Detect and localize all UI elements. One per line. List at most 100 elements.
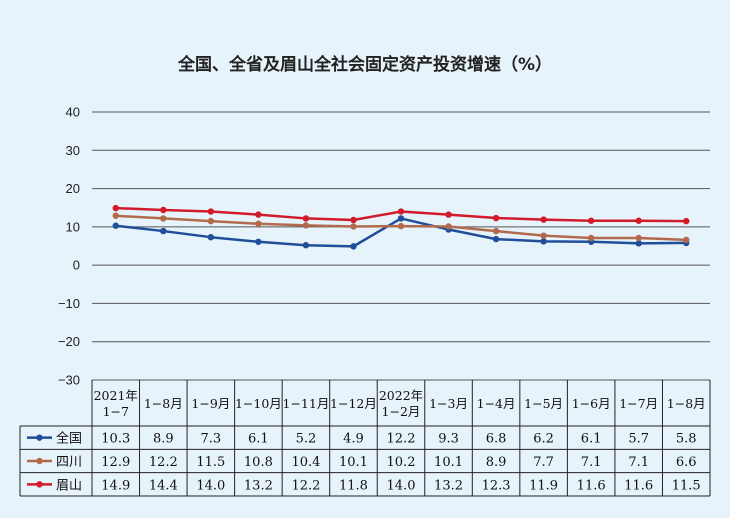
data-point [207,233,215,241]
data-point [492,227,500,235]
y-tick-label: −30 [58,373,80,388]
table-value: 11.6 [577,478,606,493]
data-point [540,216,547,223]
table-value: 5.8 [676,432,697,447]
data-point [160,215,167,222]
table-value: 11.5 [196,455,225,470]
data-point [683,217,690,225]
data-point [160,227,167,235]
table-value: 8.9 [486,455,507,470]
data-point [683,236,690,244]
y-tick-label: 10 [66,219,80,234]
data-point [302,215,310,222]
table-value: 9.3 [438,432,459,447]
table-value: 10.2 [387,455,416,470]
table-value: 6.2 [533,432,554,447]
data-point [112,222,119,229]
table-value: 7.7 [533,455,554,470]
table-value: 10.8 [244,455,273,470]
table-value: 7.1 [581,455,602,470]
table-value: 11.5 [672,478,701,493]
y-tick-label: 40 [66,105,80,120]
x-category-label: 1−10月 [235,396,282,411]
data-point [255,220,262,227]
legend-marker [36,457,43,465]
data-point [160,206,167,214]
table-value: 12.3 [482,478,511,493]
x-category-label: 1−3月 [429,396,468,411]
table-value: 5.2 [296,432,317,447]
table-value: 14.4 [149,478,178,493]
data-point [540,232,547,239]
table-value: 4.9 [343,432,364,447]
data-point [587,234,595,242]
table-value: 10.4 [291,455,320,470]
y-tick-label: −10 [58,296,80,311]
chart-title: 全国、全省及眉山全社会固定资产投资增速（%） [177,55,553,75]
y-tick-label: −20 [58,334,80,349]
x-category-label: 1−12月 [330,396,377,411]
data-point [587,217,595,224]
x-category-label: 1−5月 [524,396,563,411]
data-point [445,223,452,230]
table-value: 10.1 [339,455,368,470]
legend-marker [36,481,43,488]
x-category-label: 1−7月 [619,396,658,411]
table-value: 11.9 [529,478,558,493]
table-value: 11.8 [339,478,368,493]
data-point [350,243,357,250]
table-value: 13.2 [434,478,463,493]
table-value: 6.8 [486,432,507,447]
data-point [635,234,642,242]
table-value: 14.0 [196,478,225,493]
data-point [635,217,642,224]
table-value: 8.9 [153,432,174,447]
table-value: 6.6 [676,455,697,470]
table-value: 5.7 [628,432,649,447]
series-line [115,217,687,248]
table-value: 12.2 [291,478,320,493]
x-category-label: 1−9月 [191,396,230,411]
table-value: 6.1 [248,432,269,447]
x-category-label: 2021年 1−7 [94,388,138,419]
legend-label: 四川 [56,455,82,470]
data-point [397,208,405,215]
data-point [397,222,405,230]
x-category-label: 1−8月 [144,396,183,411]
x-category-label: 1−11月 [283,396,330,411]
data-point [255,211,262,218]
data-point [112,204,119,212]
data-point [492,235,500,243]
data-point [302,222,310,229]
table-value: 7.3 [201,432,222,447]
data-point [445,211,452,218]
table-value: 12.2 [149,455,178,470]
table-value: 10.1 [434,455,463,470]
x-category-label: 1−6月 [572,396,611,411]
table-value: 7.1 [628,455,649,470]
data-point [635,240,642,247]
x-category-label: 2022年 1−2月 [379,388,423,419]
data-point [397,215,405,222]
table-value: 13.2 [244,478,273,493]
table-value: 11.6 [624,478,653,493]
table-value: 10.3 [101,432,130,447]
data-point [112,212,119,219]
legend-marker [36,434,43,441]
legend-label: 全国 [56,431,82,447]
data-point [302,242,310,249]
table-value: 12.2 [387,432,416,447]
y-tick-label: 0 [73,258,80,273]
data-point [350,223,357,230]
data-point [492,214,500,222]
x-category-label: 1−4月 [477,396,516,411]
y-tick-label: 30 [66,143,80,158]
x-category-label: 1−8月 [667,396,706,411]
data-point [207,208,215,215]
data-point [255,238,262,245]
data-point [350,216,357,224]
table-value: 12.9 [101,455,130,470]
table-value: 14.0 [387,478,416,493]
